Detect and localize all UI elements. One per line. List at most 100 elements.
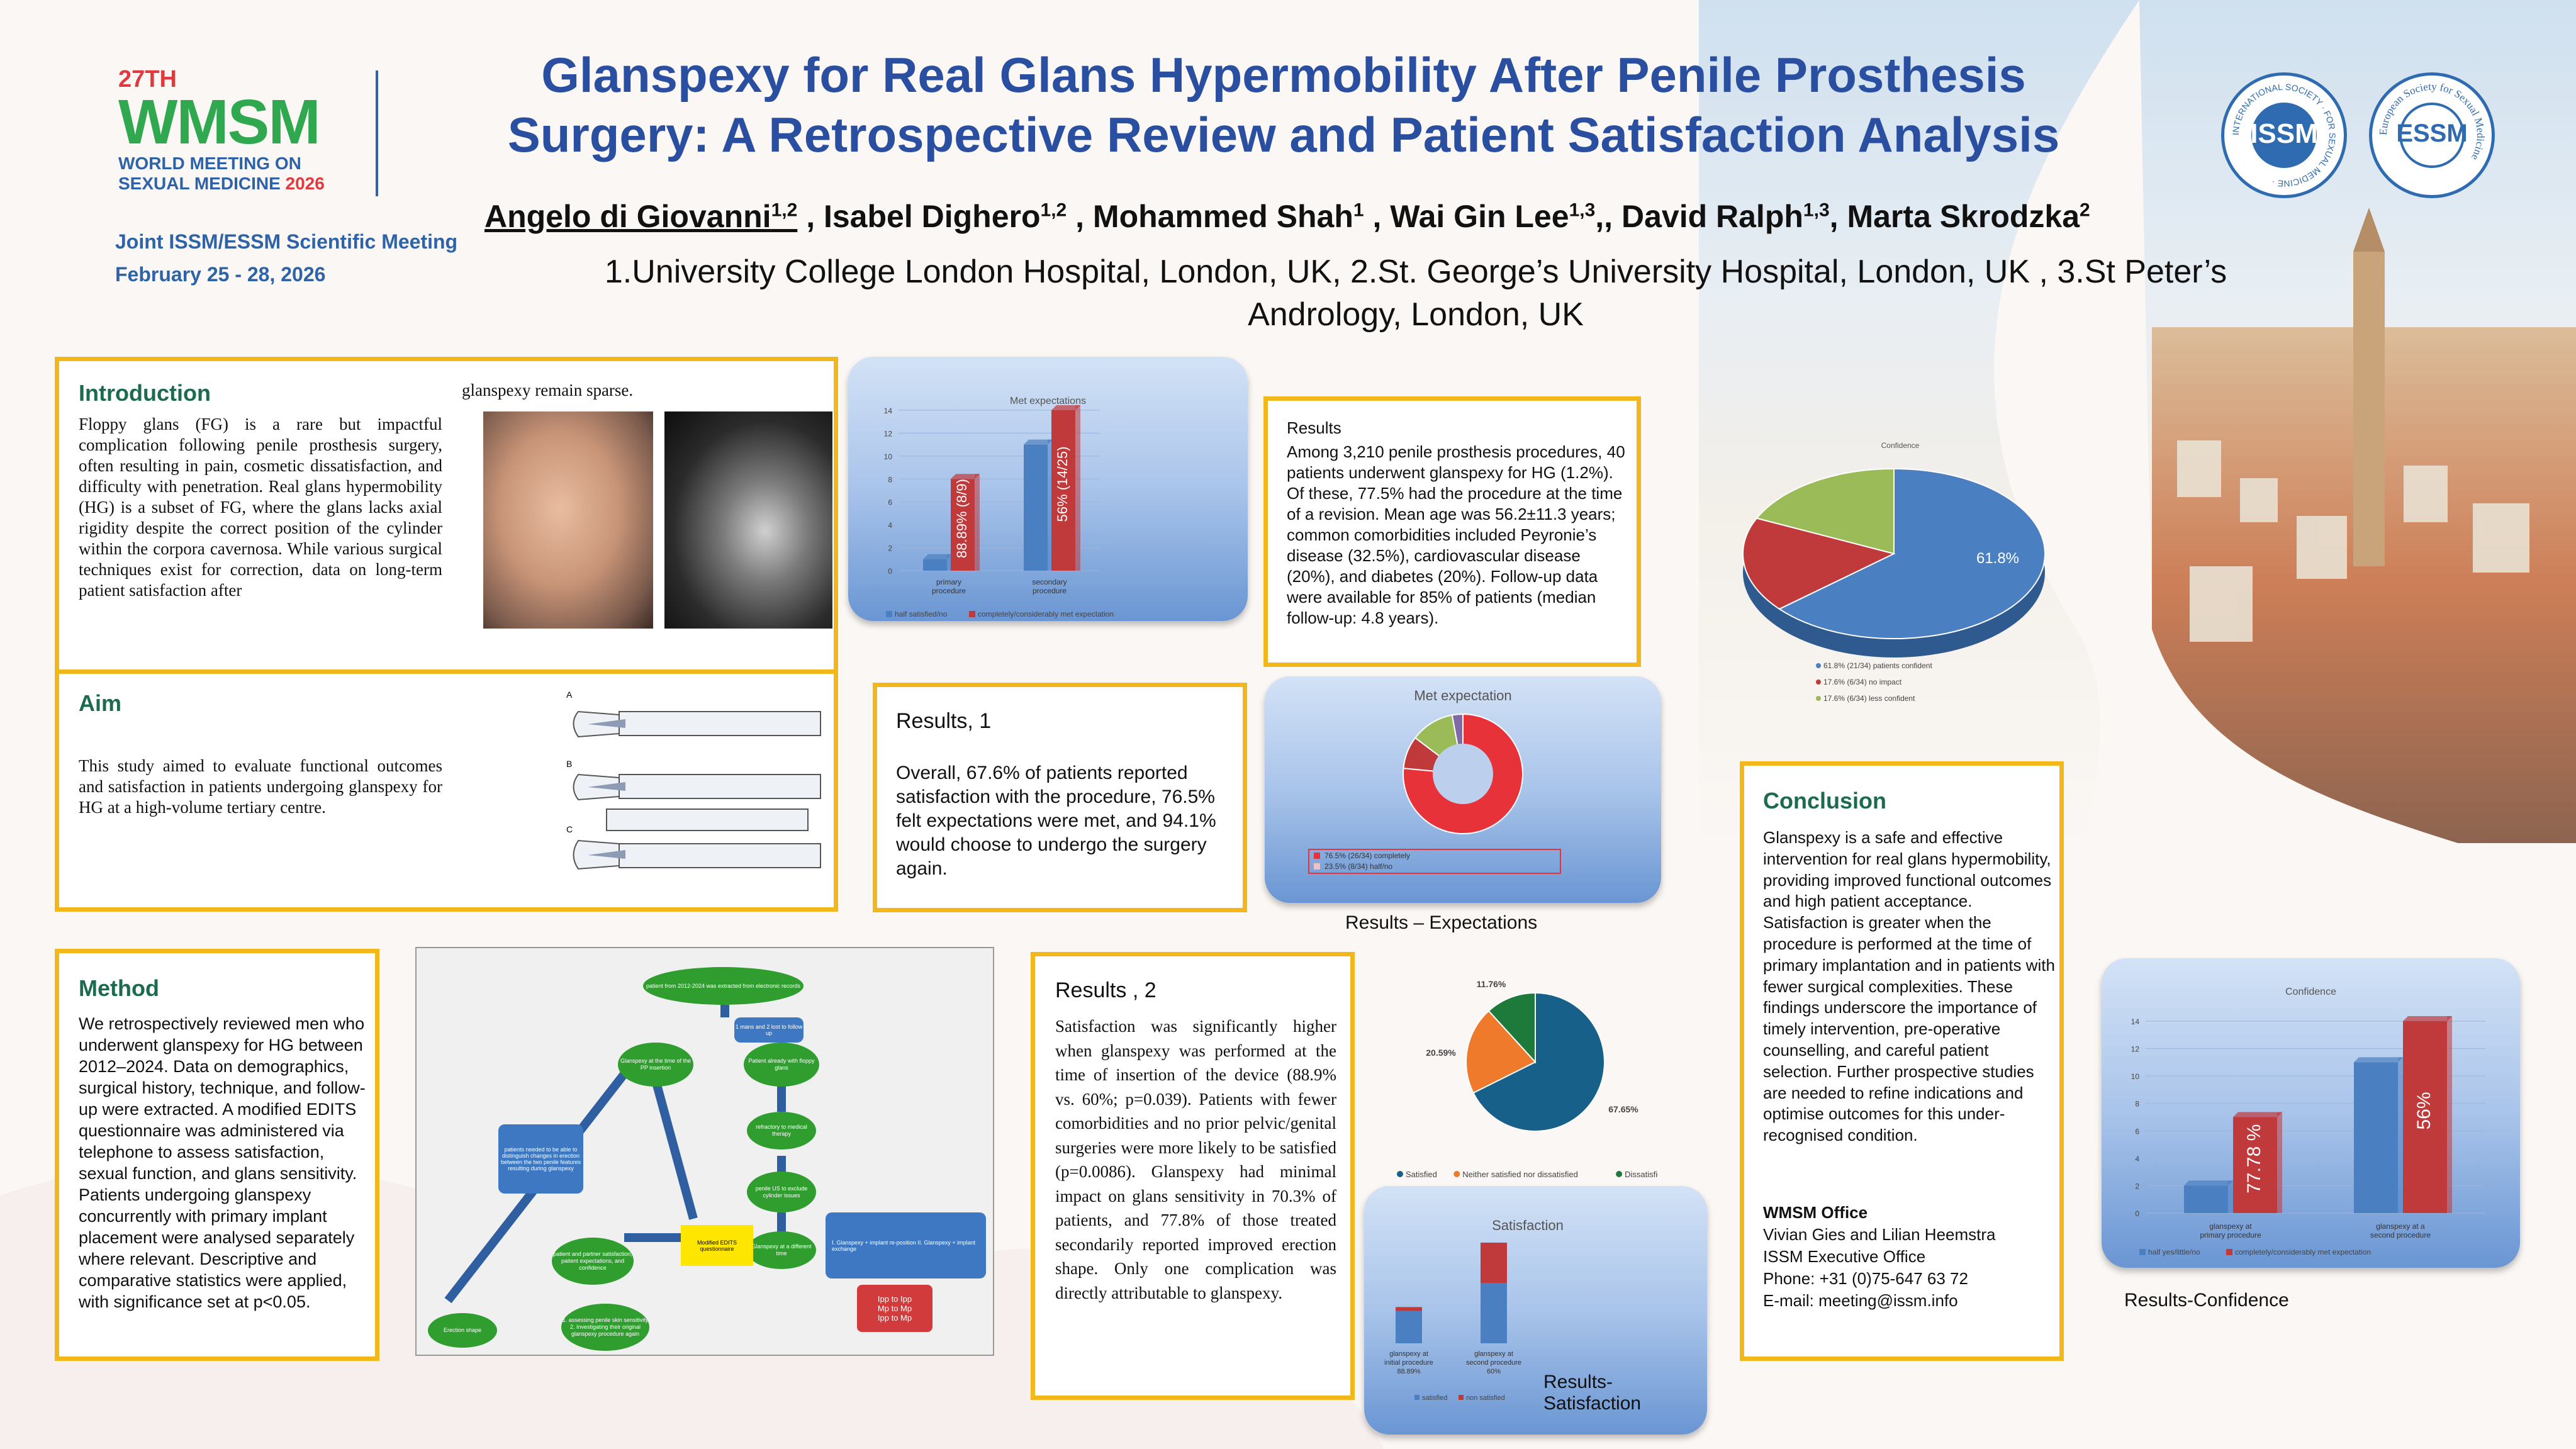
confidence-pie-svg: Confidence 61.8% 61.8% (21/34) patients co… — [1742, 441, 2046, 703]
y-tick-label: 2 — [2135, 1182, 2139, 1190]
category-label: second procedure — [2370, 1231, 2431, 1239]
clinical-photo — [483, 411, 653, 629]
y-tick-label: 2 — [888, 544, 892, 553]
legend-swatch — [886, 611, 892, 617]
y-tick-label: 14 — [2131, 1017, 2140, 1026]
caption-satisfaction: Results-Satisfaction — [1543, 1372, 1642, 1414]
results-title: Results — [1287, 418, 1341, 437]
logo-year: 2026 — [285, 174, 325, 193]
bar-segment — [1481, 1243, 1507, 1283]
y-tick-label: 4 — [888, 521, 892, 530]
aim-box: Aim This study aimed to evaluate functio… — [55, 669, 838, 912]
office-phone: Phone: +31 (0)75-647 63 72 — [1763, 1269, 1968, 1288]
caption-confidence: Results-Confidence — [2124, 1290, 2289, 1311]
flow-excluded: 1 mans and 2 lost to follow up — [734, 1017, 804, 1043]
office-title: WMSM Office — [1763, 1203, 1868, 1222]
results-1-text: Overall, 67.6% of patients reported sati… — [896, 763, 1216, 879]
flow-options: I. Glanspexy + implant re-position II. G… — [826, 1212, 986, 1278]
author-3: Mohammed Shah1 — [1092, 199, 1364, 234]
category-label: glanspexy at a — [2376, 1222, 2425, 1231]
met-expectations-svg: Met expectations02468101214primaryproced… — [884, 396, 1114, 618]
issm-logo: INTERNATIONAL SOCIETY · FOR SEXUAL MEDIC… — [2221, 72, 2347, 198]
results-2-title: Results , 2 — [1055, 978, 1156, 1002]
y-tick-label: 8 — [2135, 1100, 2139, 1109]
diagram-label-a: A — [566, 690, 573, 700]
authors: Angelo di Giovanni1,2 , Isabel Dighero1,… — [484, 199, 2090, 234]
bar-top — [1051, 405, 1080, 410]
category-label: primary — [936, 578, 961, 586]
data-label: 61.8% — [1976, 550, 2019, 567]
legend-swatch — [969, 611, 975, 617]
bar-side — [2447, 1016, 2452, 1213]
meeting-dates: February 25 - 28, 2026 — [115, 263, 326, 286]
bar-segment — [1396, 1307, 1422, 1311]
legend-label: non satisfied — [1466, 1394, 1505, 1402]
category-label: procedure — [932, 586, 966, 595]
title-line-2: Surgery: A Retrospective Review and Pati… — [507, 107, 2060, 162]
office-email[interactable]: E-mail: meeting@issm.info — [1763, 1291, 1958, 1310]
bar-series-2 — [2233, 1117, 2277, 1213]
aim-text: This study aimed to evaluate functional … — [79, 756, 442, 817]
legend-swatch — [1616, 1171, 1623, 1177]
intro-text: Floppy glans (FG) is a rare but impactfu… — [79, 415, 442, 600]
office-names: Vivian Gies and Lilian Heemstra — [1763, 1225, 1996, 1244]
method-text: We retrospectively reviewed men who unde… — [79, 1014, 366, 1311]
chart-title: Satisfaction — [1492, 1217, 1564, 1233]
conclusion-title: Conclusion — [1763, 788, 1886, 814]
bar-top — [2184, 1180, 2233, 1186]
issm-text: ISSM — [2250, 118, 2318, 149]
satisfaction-pie-chart: 67.65% 20.59% 11.76% Satisfied Neither satis… — [1365, 971, 1667, 1188]
legend-swatch — [1816, 663, 1821, 668]
y-tick-label: 6 — [2135, 1127, 2139, 1136]
category-label: second procedure — [1466, 1359, 1521, 1367]
satisfaction-slice-2 — [1465, 1010, 1537, 1094]
bar-series-1 — [2354, 1062, 2398, 1213]
bar-series-1 — [923, 559, 947, 571]
confidence-pie-chart: Confidence 61.8% 61.8% (21/34) patients co… — [1724, 428, 2076, 717]
bar-series-2 — [1051, 410, 1075, 571]
bar-top — [951, 474, 980, 479]
y-tick-label: 4 — [2135, 1155, 2139, 1163]
confidence-slice-2 — [1742, 517, 1896, 610]
met-expectation-donut-chart: Met expectation 76.5% (26/34) completely 2… — [1265, 676, 1661, 903]
poster-title: Glanspexy for Real Glans Hypermobility A… — [378, 45, 2190, 165]
study-flowchart: patient from 2012-2024 was extracted fro… — [415, 947, 994, 1356]
author-4: Wai Gin Lee1,3 — [1390, 199, 1596, 234]
flow-left-node: Glanspexy at the time of the PP insertio… — [618, 1043, 693, 1087]
chart-title: Confidence — [2285, 987, 2336, 997]
legend-label: 23.5% (8/34) half/no — [1324, 862, 1392, 871]
y-tick-label: 0 — [2135, 1209, 2139, 1218]
affil-line-1: 1.University College London Hospital, Lo… — [604, 254, 2227, 290]
flow-edits: Modified EDITS questionnaire — [681, 1225, 753, 1266]
bar-side — [1075, 405, 1080, 571]
legend-swatch — [1453, 1171, 1460, 1177]
results-box: Results Among 3,210 penile prosthesis pr… — [1263, 396, 1641, 667]
satisfaction-bar-chart: Satisfaction glanspexy at initial procedur… — [1364, 1186, 1707, 1435]
mri-image — [664, 411, 832, 629]
author-2: Isabel Dighero1,2 — [823, 199, 1067, 234]
essm-logo: European Society for Sexual Medicine ESS… — [2369, 72, 2495, 198]
affil-line-2: Andrology, London, UK — [1248, 296, 1584, 333]
diagram-label-b: B — [566, 759, 572, 769]
aim-title: Aim — [79, 690, 122, 716]
office-role: ISSM Executive Office — [1763, 1247, 1926, 1266]
met-expectation-donut-svg: Met expectation 76.5% (26/34) completely 2… — [1308, 688, 1561, 874]
diagram-label-c: C — [566, 824, 573, 834]
legend-label: 17.6% (6/34) less confident — [1823, 694, 1915, 703]
y-tick-label: 10 — [884, 452, 893, 461]
author-1: Angelo di Giovanni1,2 — [484, 199, 798, 234]
flow-penile-us: penile US to exclude cylinder issues — [747, 1172, 816, 1212]
category-label: primary procedure — [2200, 1231, 2261, 1239]
category-label: 60% — [1487, 1368, 1501, 1375]
bar-series-1 — [1024, 444, 1048, 571]
satisfaction-slice-1 — [1472, 992, 1605, 1132]
donut-hole — [1433, 744, 1493, 804]
legend-label: completely/considerably met expectation — [978, 610, 1114, 618]
confidence-slice-1 — [1778, 467, 2046, 639]
legend-label: Satisfied — [1406, 1170, 1437, 1179]
data-label: 67.65% — [1608, 1104, 1638, 1114]
legend-swatch — [2226, 1249, 2232, 1255]
bar-side — [2398, 1057, 2403, 1213]
conclusion-text: Glanspexy is a safe and effective interv… — [1763, 828, 2055, 1145]
